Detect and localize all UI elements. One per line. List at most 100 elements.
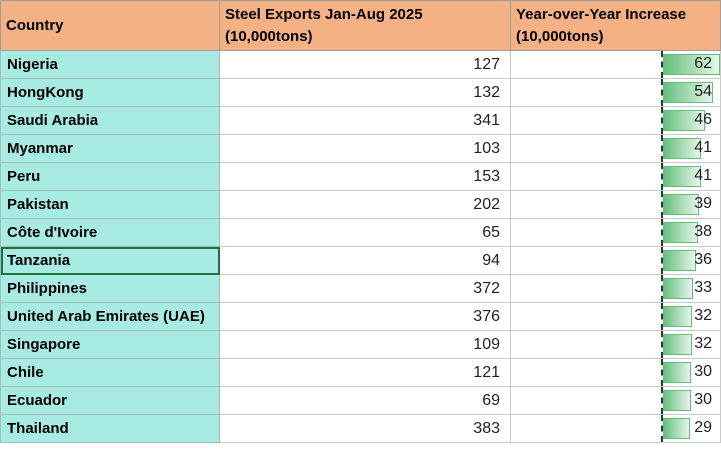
increase-value: 62 xyxy=(694,55,712,72)
cell-country[interactable]: Nigeria xyxy=(0,50,220,79)
header-increase[interactable]: Year-over-Year Increase (10,000tons) xyxy=(510,0,721,51)
data-bar xyxy=(663,250,696,271)
increase-value: 36 xyxy=(694,251,712,268)
cell-increase[interactable]: 46 xyxy=(510,106,721,135)
table-row: Singapore 109 32 xyxy=(0,330,721,359)
cell-country[interactable]: Myanmar xyxy=(0,134,220,163)
cell-increase[interactable]: 54 xyxy=(510,78,721,107)
cell-increase[interactable]: 36 xyxy=(510,246,721,275)
data-bar-zone: 41 xyxy=(661,135,720,162)
data-bar-zone: 39 xyxy=(661,191,720,218)
data-bar-zone: 62 xyxy=(661,51,720,78)
cell-increase[interactable]: 62 xyxy=(510,50,721,79)
increase-value: 41 xyxy=(694,167,712,184)
table-row: United Arab Emirates (UAE) 376 32 xyxy=(0,302,721,331)
data-bar-zone: 32 xyxy=(661,303,720,330)
data-bar xyxy=(663,138,701,159)
cell-exports[interactable]: 103 xyxy=(219,134,511,163)
data-bar xyxy=(663,222,698,243)
data-bar-zone: 36 xyxy=(661,247,720,274)
increase-value: 38 xyxy=(694,223,712,240)
data-bar-zone: 41 xyxy=(661,163,720,190)
increase-value: 29 xyxy=(694,419,712,436)
data-bar xyxy=(663,278,693,299)
cell-country[interactable]: Peru xyxy=(0,162,220,191)
cell-increase[interactable]: 38 xyxy=(510,218,721,247)
table-row: HongKong 132 54 xyxy=(0,78,721,107)
table-row: Philippines 372 33 xyxy=(0,274,721,303)
cell-exports[interactable]: 383 xyxy=(219,414,511,443)
increase-value: 39 xyxy=(694,195,712,212)
cell-increase[interactable]: 41 xyxy=(510,162,721,191)
table-row: Thailand 383 29 xyxy=(0,414,721,443)
data-bar-zone: 32 xyxy=(661,331,720,358)
table-body: Nigeria 127 62 HongKong 132 54 Saudi Arabia 341… xyxy=(0,50,721,443)
cell-country[interactable]: Tanzania xyxy=(0,246,220,275)
cell-exports[interactable]: 94 xyxy=(219,246,511,275)
data-bar xyxy=(663,362,691,383)
data-bar-zone: 46 xyxy=(661,107,720,134)
data-bar-zone: 29 xyxy=(661,415,720,442)
data-bar xyxy=(663,418,690,439)
cell-increase[interactable]: 30 xyxy=(510,358,721,387)
cell-country[interactable]: Philippines xyxy=(0,274,220,303)
cell-increase[interactable]: 29 xyxy=(510,414,721,443)
data-bar-zone: 54 xyxy=(661,79,720,106)
increase-value: 30 xyxy=(694,363,712,380)
increase-value: 54 xyxy=(694,83,712,100)
cell-country[interactable]: Pakistan xyxy=(0,190,220,219)
table-row: Myanmar 103 41 xyxy=(0,134,721,163)
data-bar xyxy=(663,390,691,411)
cell-increase[interactable]: 33 xyxy=(510,274,721,303)
cell-exports[interactable]: 202 xyxy=(219,190,511,219)
header-country[interactable]: Country xyxy=(0,0,220,51)
cell-country[interactable]: United Arab Emirates (UAE) xyxy=(0,302,220,331)
increase-value: 41 xyxy=(694,139,712,156)
cell-exports[interactable]: 109 xyxy=(219,330,511,359)
cell-country[interactable]: Côte d'Ivoire xyxy=(0,218,220,247)
data-bar xyxy=(663,82,713,103)
cell-increase[interactable]: 41 xyxy=(510,134,721,163)
table-row: Chile 121 30 xyxy=(0,358,721,387)
cell-exports[interactable]: 121 xyxy=(219,358,511,387)
cell-country[interactable]: Ecuador xyxy=(0,386,220,415)
cell-increase[interactable]: 30 xyxy=(510,386,721,415)
header-row: Country Steel Exports Jan-Aug 2025 (10,0… xyxy=(0,0,721,51)
cell-exports[interactable]: 153 xyxy=(219,162,511,191)
increase-value: 30 xyxy=(694,391,712,408)
cell-exports[interactable]: 341 xyxy=(219,106,511,135)
table-row: Peru 153 41 xyxy=(0,162,721,191)
cell-exports[interactable]: 65 xyxy=(219,218,511,247)
header-exports[interactable]: Steel Exports Jan-Aug 2025 (10,000tons) xyxy=(219,0,511,51)
cell-exports[interactable]: 132 xyxy=(219,78,511,107)
data-bar xyxy=(663,110,705,131)
data-bar-zone: 33 xyxy=(661,275,720,302)
cell-exports[interactable]: 69 xyxy=(219,386,511,415)
data-bar-zone: 30 xyxy=(661,387,720,414)
table-row: Tanzania 94 36 xyxy=(0,246,721,275)
cell-exports[interactable]: 376 xyxy=(219,302,511,331)
cell-exports[interactable]: 127 xyxy=(219,50,511,79)
cell-country[interactable]: Singapore xyxy=(0,330,220,359)
cell-country[interactable]: Saudi Arabia xyxy=(0,106,220,135)
table-row: Pakistan 202 39 xyxy=(0,190,721,219)
cell-country[interactable]: Thailand xyxy=(0,414,220,443)
table-row: Ecuador 69 30 xyxy=(0,386,721,415)
data-bar xyxy=(663,334,692,355)
data-bar xyxy=(663,54,720,75)
increase-value: 33 xyxy=(694,279,712,296)
cell-country[interactable]: HongKong xyxy=(0,78,220,107)
data-bar-zone: 30 xyxy=(661,359,720,386)
data-bar xyxy=(663,194,699,215)
cell-exports[interactable]: 372 xyxy=(219,274,511,303)
table-row: Saudi Arabia 341 46 xyxy=(0,106,721,135)
cell-increase[interactable]: 32 xyxy=(510,302,721,331)
cell-country[interactable]: Chile xyxy=(0,358,220,387)
steel-exports-table: Country Steel Exports Jan-Aug 2025 (10,0… xyxy=(0,0,721,443)
increase-value: 32 xyxy=(694,307,712,324)
cell-increase[interactable]: 39 xyxy=(510,190,721,219)
data-bar xyxy=(663,306,692,327)
cell-increase[interactable]: 32 xyxy=(510,330,721,359)
increase-value: 32 xyxy=(694,335,712,352)
